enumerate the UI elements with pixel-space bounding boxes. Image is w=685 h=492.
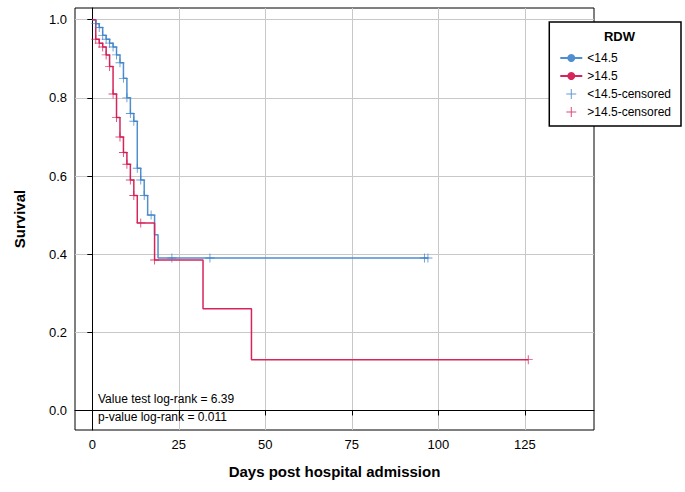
svg-text:Value test log-rank = 6.39: Value test log-rank = 6.39	[98, 392, 235, 406]
svg-text:0.8: 0.8	[49, 90, 67, 105]
svg-text:1.0: 1.0	[49, 12, 67, 27]
svg-text:<14.5: <14.5	[587, 51, 618, 65]
svg-text:>14.5: >14.5	[587, 69, 618, 83]
svg-text:0.0: 0.0	[49, 403, 67, 418]
svg-text:p-value log-rank = 0.011: p-value log-rank = 0.011	[98, 410, 227, 424]
svg-text:0.2: 0.2	[49, 325, 67, 340]
svg-text:100: 100	[427, 437, 449, 452]
svg-text:>14.5-censored: >14.5-censored	[587, 105, 671, 119]
svg-text:50: 50	[258, 437, 272, 452]
svg-text:Survival: Survival	[11, 190, 28, 248]
svg-text:0: 0	[89, 437, 96, 452]
svg-text:0.4: 0.4	[49, 247, 67, 262]
svg-text:RDW: RDW	[604, 29, 636, 44]
svg-text:Days post hospital admission: Days post hospital admission	[229, 463, 441, 480]
svg-text:<14.5-censored: <14.5-censored	[587, 87, 671, 101]
svg-text:0.6: 0.6	[49, 169, 67, 184]
svg-text:25: 25	[172, 437, 186, 452]
svg-text:125: 125	[514, 437, 536, 452]
svg-text:75: 75	[345, 437, 359, 452]
